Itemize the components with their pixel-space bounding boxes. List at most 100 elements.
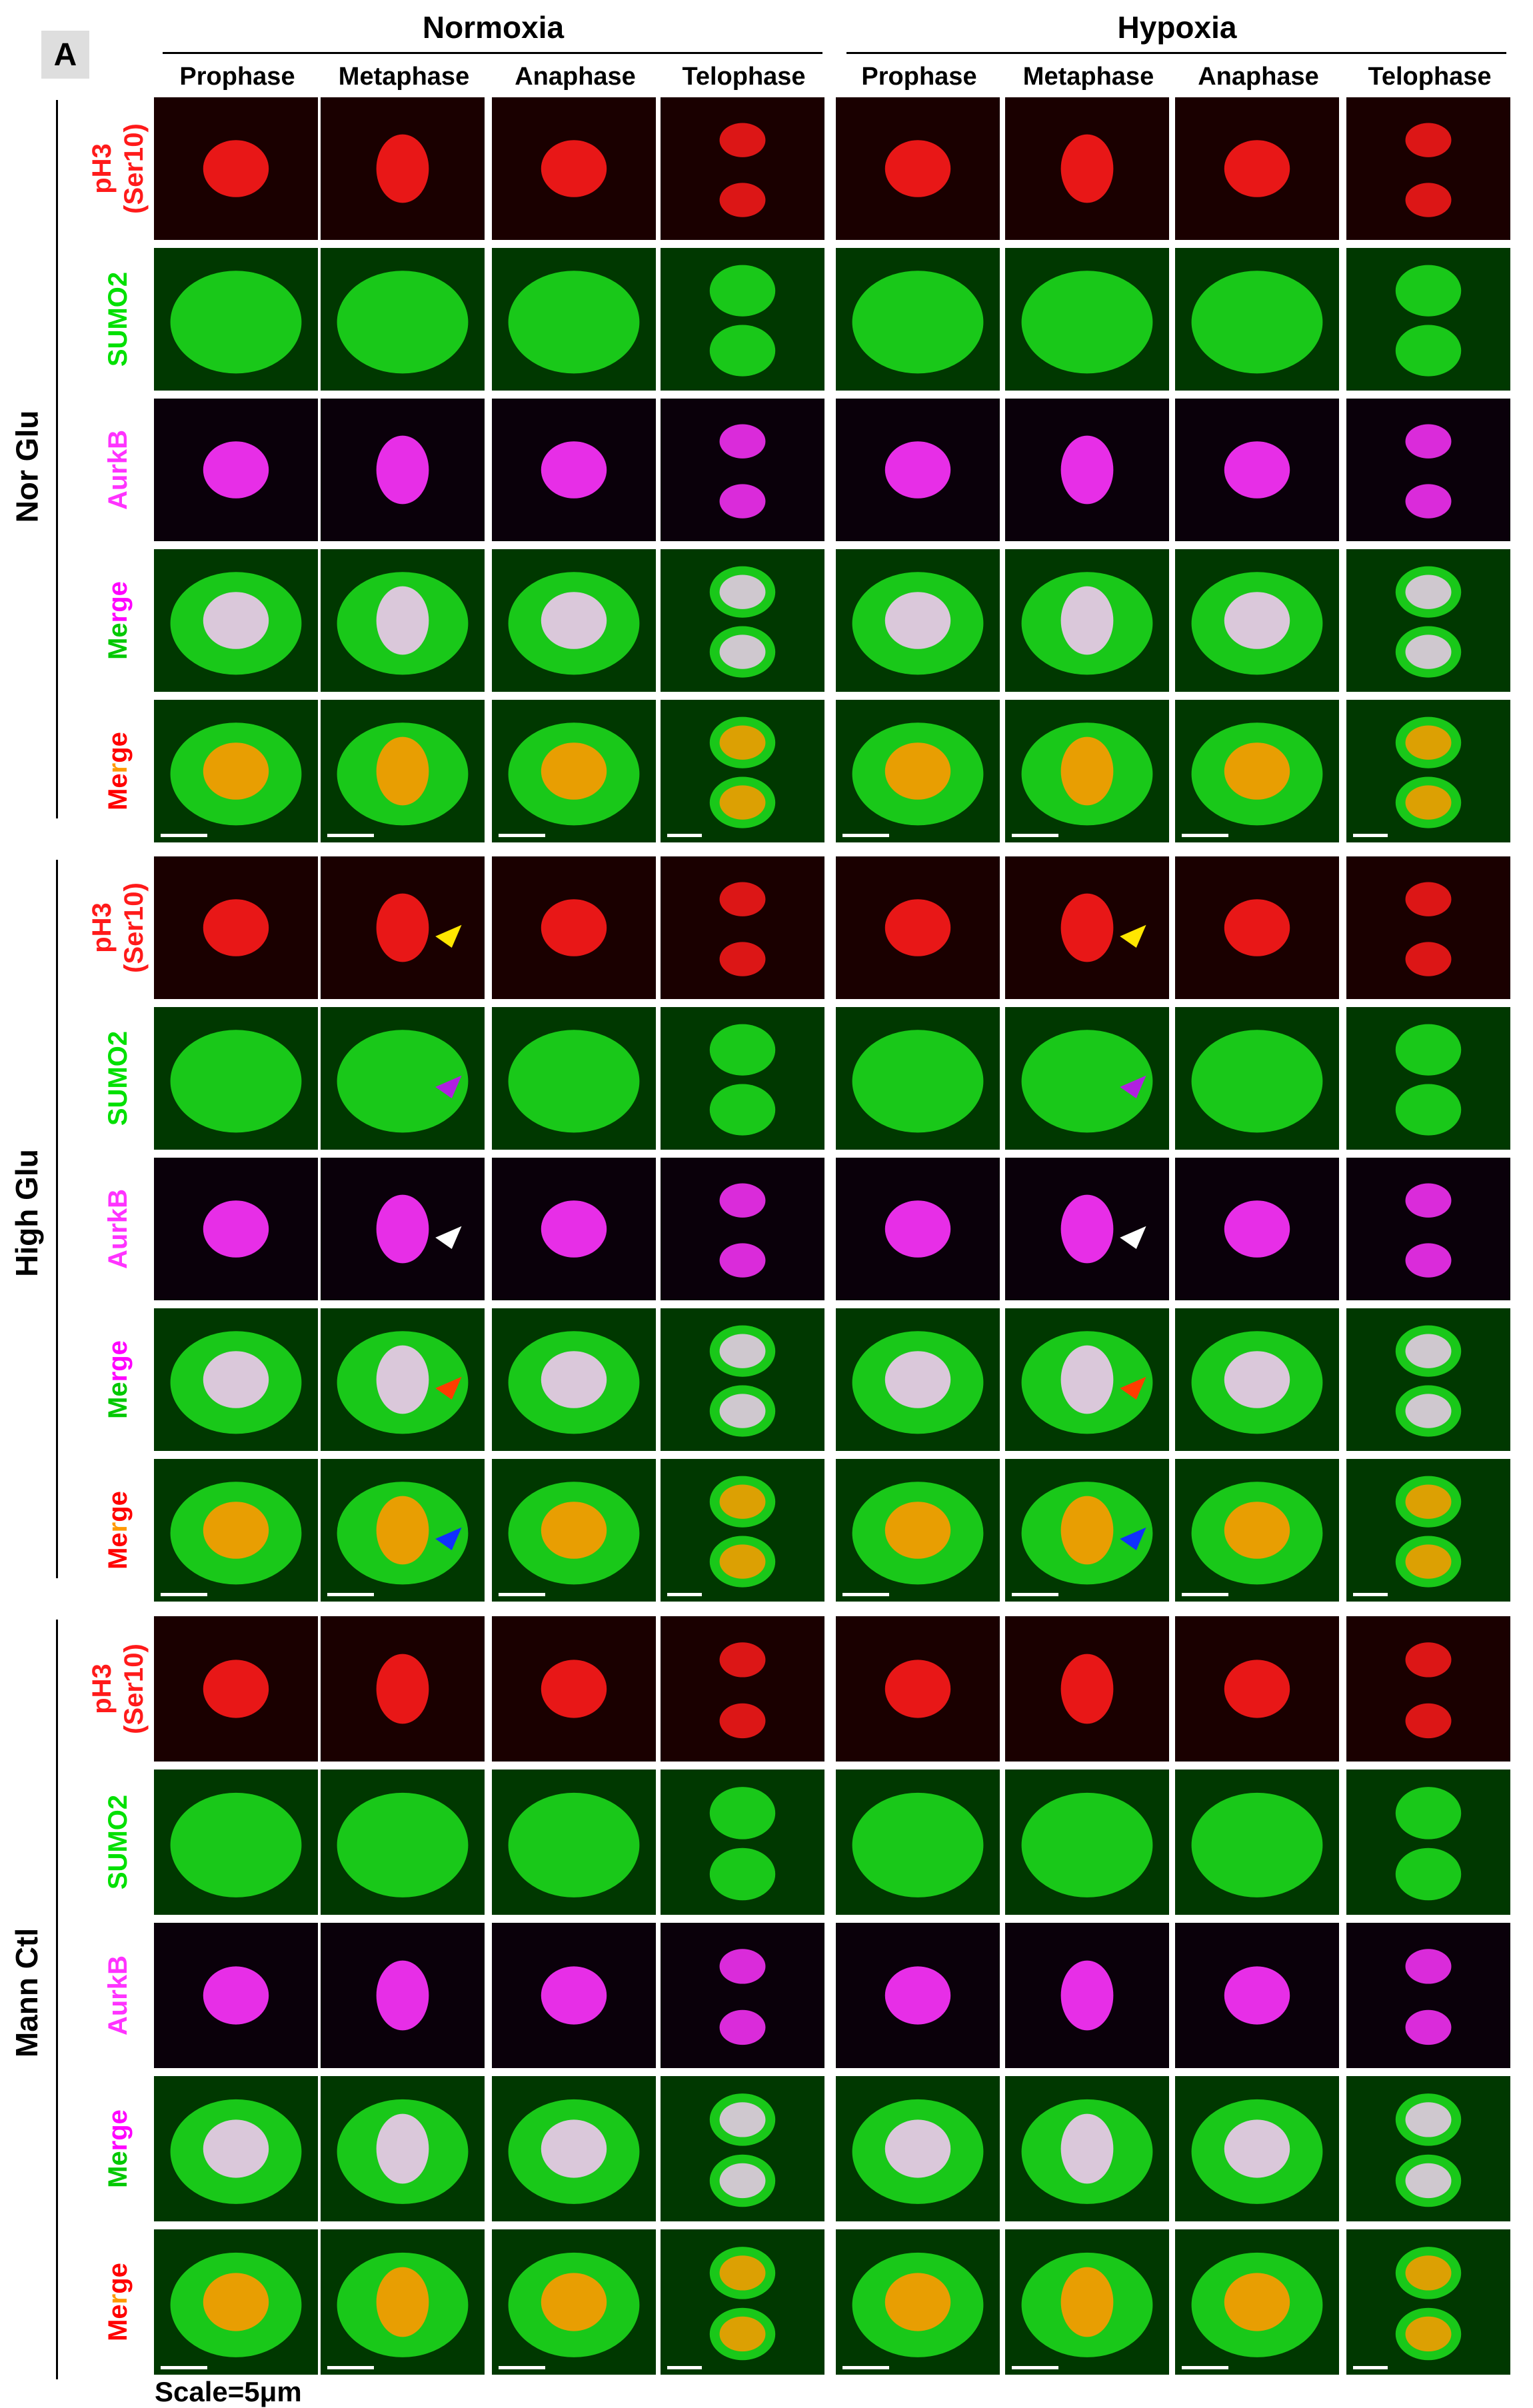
micrograph-tile bbox=[1005, 856, 1169, 999]
micrograph-image bbox=[1060, 1960, 1114, 2031]
arrowhead-marker bbox=[435, 1527, 462, 1550]
micrograph-image bbox=[1021, 722, 1153, 826]
merge-label-letter: g bbox=[103, 1506, 133, 1522]
chromatin-signal bbox=[541, 140, 607, 197]
merge-label-letter: g bbox=[103, 746, 133, 763]
merge-label-letter: r bbox=[103, 2293, 133, 2305]
micrograph-image bbox=[1224, 899, 1290, 956]
chromatin-signal bbox=[1060, 1194, 1114, 1264]
micrograph-image bbox=[1191, 722, 1323, 826]
micrograph-tile bbox=[661, 1616, 824, 1762]
channel-label: pH3 (Ser10) bbox=[81, 1616, 155, 1762]
merge-label-letter: M bbox=[103, 1396, 133, 1419]
phase-label: Telophase bbox=[1368, 63, 1492, 91]
scale-bar bbox=[842, 2366, 889, 2369]
cell-body bbox=[709, 325, 776, 377]
chromatin-signal bbox=[1405, 1642, 1452, 1678]
channel-label: pH3 (Ser10) bbox=[81, 856, 155, 999]
arrowhead-marker bbox=[435, 1075, 462, 1098]
channel-label: AurkB bbox=[81, 1158, 155, 1300]
group-label-mann-ctl: Mann Ctl bbox=[7, 1606, 47, 2379]
phase-label: Prophase bbox=[179, 63, 295, 91]
chromatin-signal bbox=[203, 742, 269, 800]
chromatin-signal bbox=[376, 134, 429, 203]
micrograph-tile bbox=[661, 248, 824, 391]
merge-label-letter: M bbox=[103, 788, 133, 810]
chromatin-signal bbox=[1405, 123, 1452, 157]
micrograph-image bbox=[170, 722, 302, 826]
merge-label-letter: M bbox=[103, 637, 133, 660]
group-label-high-glu: High Glu bbox=[7, 846, 47, 1580]
scale-bar bbox=[327, 2366, 374, 2369]
micrograph-image bbox=[1191, 1030, 1323, 1133]
micrograph-tile bbox=[836, 2229, 1000, 2375]
scale-bar bbox=[327, 834, 374, 837]
micrograph-tile bbox=[1005, 1923, 1169, 2068]
micrograph-tile bbox=[1005, 1007, 1169, 1150]
micrograph-tile bbox=[836, 549, 1000, 692]
condition-title-hypoxia: Hypoxia bbox=[1117, 10, 1237, 45]
chromatin-signal bbox=[376, 2267, 429, 2337]
arrowhead-marker bbox=[1120, 1527, 1146, 1550]
micrograph-image bbox=[1021, 1331, 1153, 1434]
channel-label-text: pH3 (Ser10) bbox=[86, 882, 150, 973]
cell-body bbox=[852, 1030, 984, 1133]
channel-label-text: AurkB bbox=[103, 1188, 133, 1270]
chromatin-signal bbox=[376, 1654, 429, 1724]
chromatin-signal bbox=[1405, 2102, 1452, 2137]
chromatin-signal bbox=[203, 1351, 269, 1408]
micrograph-tile bbox=[836, 1158, 1000, 1300]
channel-label-text: AurkB bbox=[103, 429, 133, 511]
micrograph-tile bbox=[1175, 2076, 1339, 2221]
chromatin-signal bbox=[884, 1200, 951, 1258]
chromatin-signal bbox=[719, 634, 766, 669]
micrograph-image bbox=[1405, 882, 1452, 976]
micrograph-image bbox=[508, 271, 640, 374]
condition-title-normoxia: Normoxia bbox=[422, 10, 565, 45]
chromatin-signal bbox=[1224, 1502, 1290, 1559]
group-label-text: Mann Ctl bbox=[9, 1927, 45, 2058]
group-label-text: Nor Glu bbox=[9, 410, 45, 523]
micrograph-tile bbox=[321, 2229, 485, 2375]
chromatin-signal bbox=[541, 899, 607, 956]
chromatin-signal bbox=[541, 592, 607, 649]
chromatin-signal bbox=[884, 742, 951, 800]
chromatin-signal bbox=[203, 441, 269, 499]
micrograph-image bbox=[170, 1030, 302, 1133]
scale-bar bbox=[1182, 1593, 1228, 1596]
micrograph-tile bbox=[321, 1616, 485, 1762]
chromatin-signal bbox=[884, 592, 951, 649]
micrograph-tile bbox=[836, 2076, 1000, 2221]
micrograph-tile bbox=[1346, 1007, 1510, 1150]
chromatin-signal bbox=[719, 785, 766, 820]
micrograph-tile bbox=[1175, 2229, 1339, 2375]
cell-body bbox=[1021, 1792, 1153, 1897]
micrograph-tile bbox=[154, 1308, 318, 1451]
micrograph-image bbox=[1021, 271, 1153, 374]
micrograph-image bbox=[337, 1030, 469, 1133]
chromatin-signal bbox=[884, 899, 951, 956]
micrograph-image bbox=[852, 2099, 984, 2204]
scale-bar bbox=[842, 834, 889, 837]
micrograph-tile bbox=[492, 856, 656, 999]
chromatin-signal bbox=[884, 1660, 951, 1718]
merge-label-letter: g bbox=[103, 2124, 133, 2141]
arrowhead-marker bbox=[1120, 924, 1146, 948]
micrograph-tile bbox=[492, 1616, 656, 1762]
chromatin-signal bbox=[884, 2119, 951, 2178]
chromatin-signal bbox=[1060, 893, 1114, 962]
channel-label-text: Merge bbox=[102, 581, 134, 660]
chromatin-signal bbox=[719, 1544, 766, 1579]
micrograph-tile bbox=[661, 1158, 824, 1300]
cell-body bbox=[709, 265, 776, 317]
chromatin-signal bbox=[376, 893, 429, 962]
chromatin-signal bbox=[1224, 1351, 1290, 1408]
chromatin-signal bbox=[719, 183, 766, 217]
channel-label: Merge bbox=[81, 1308, 155, 1451]
micrograph-tile bbox=[836, 700, 1000, 842]
micrograph-tile bbox=[661, 549, 824, 692]
arrowhead-marker bbox=[435, 924, 462, 948]
chromatin-signal bbox=[719, 123, 766, 157]
micrograph-image bbox=[1021, 1792, 1153, 1897]
merge-label-letter: r bbox=[103, 1371, 133, 1382]
